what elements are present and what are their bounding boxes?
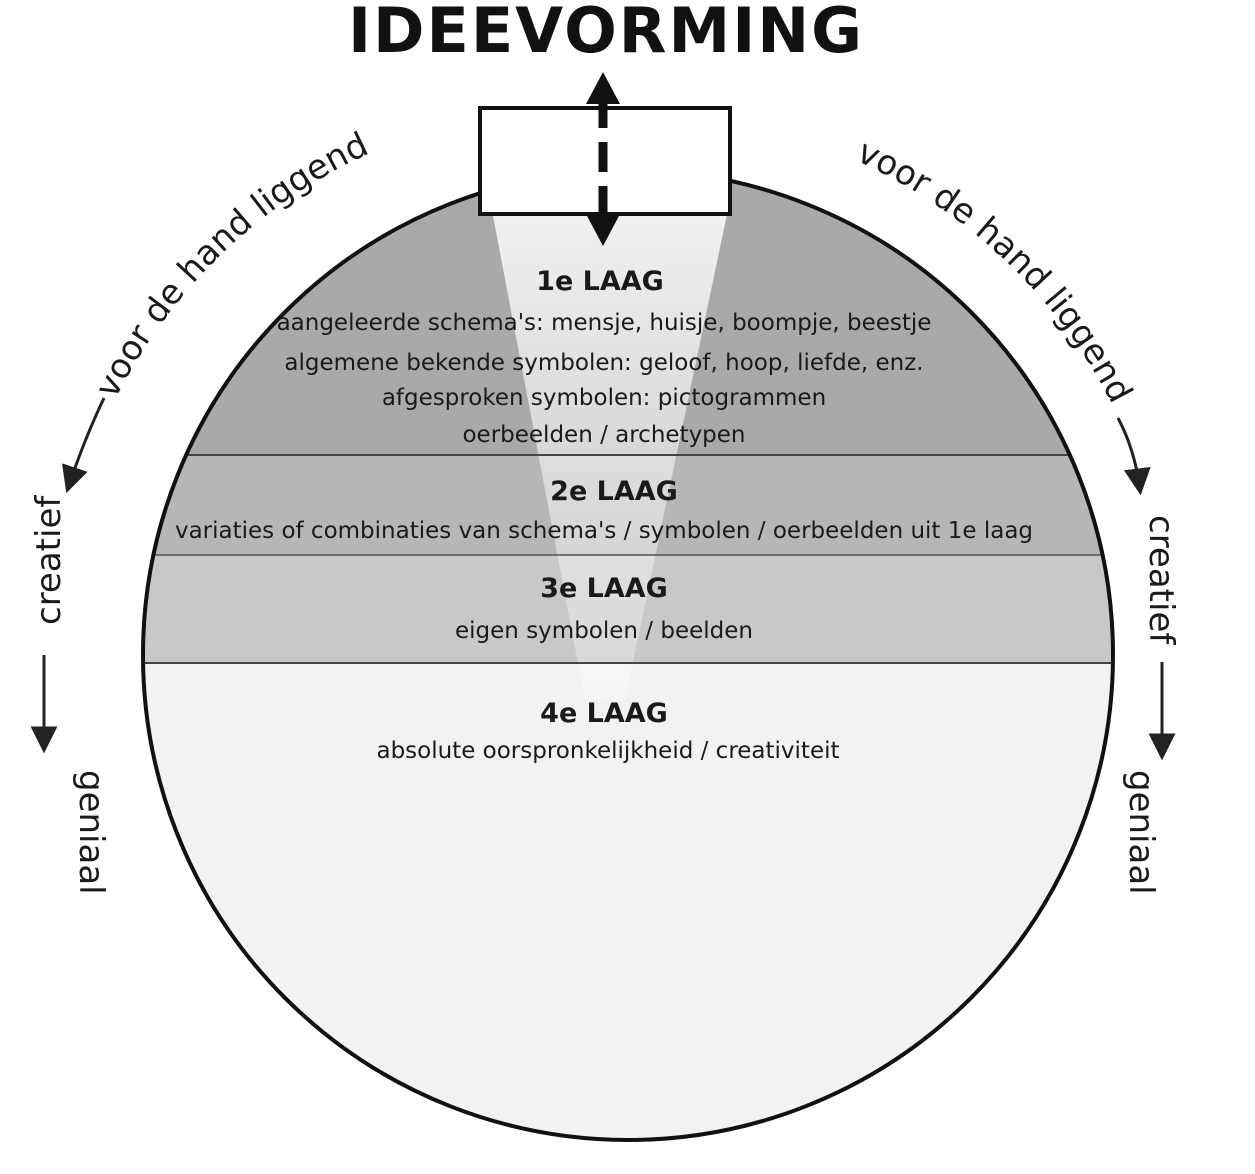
layer-4-title: 4e LAAG xyxy=(540,698,668,729)
layer-2-line-1: variaties of combinaties van schema's / … xyxy=(175,518,1033,544)
arrow-down-head-icon xyxy=(586,214,620,246)
left-label-bottom: geniaal xyxy=(71,770,111,895)
left-arrow-1-icon xyxy=(62,397,106,494)
layer-3-title: 3e LAAG xyxy=(540,573,668,604)
layer-1-title: 1e LAAG xyxy=(536,266,664,297)
right-arrow-1-icon xyxy=(1116,417,1151,496)
layer-3-line-1: eigen symbolen / beelden xyxy=(455,618,753,644)
layer-1-line-1: aangeleerde schema's: mensje, huisje, bo… xyxy=(277,310,932,336)
layer-4-line-1: absolute oorspronkelijkheid / creativite… xyxy=(376,738,839,764)
layer-1-line-3: afgesproken symbolen: pictogrammen xyxy=(382,385,826,411)
layer-1-line-2: algemene bekende symbolen: geloof, hoop,… xyxy=(284,350,923,376)
page-title: IDEEVORMING xyxy=(348,0,864,67)
right-label-bottom: geniaal xyxy=(1121,770,1161,895)
light-beam xyxy=(490,200,730,700)
layer-2-title: 2e LAAG xyxy=(550,476,678,507)
layer-1-line-4: oerbeelden / archetypen xyxy=(462,422,745,448)
right-label-mid: creatief xyxy=(1141,515,1181,645)
arrow-up-head-icon xyxy=(586,72,620,104)
left-label-mid: creatief xyxy=(29,495,69,625)
